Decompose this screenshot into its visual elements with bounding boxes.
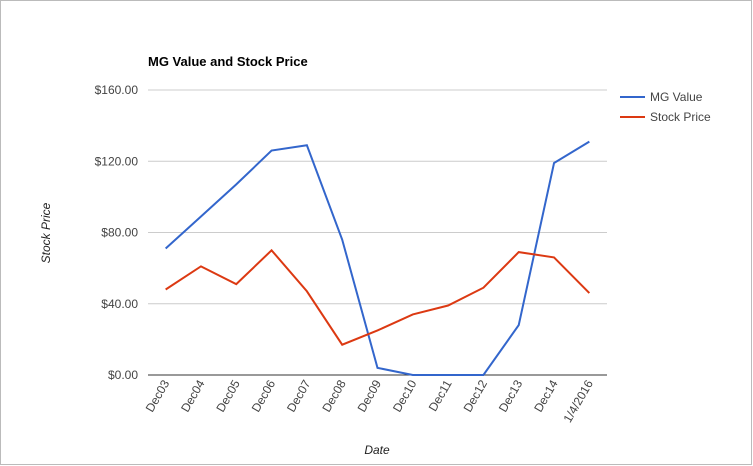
chart-title: MG Value and Stock Price: [148, 54, 308, 69]
series-line: [164, 140, 590, 376]
y-tick-label: $0.00: [108, 368, 138, 382]
y-tick-label: $160.00: [95, 83, 139, 97]
y-tick-label: $80.00: [101, 226, 138, 240]
y-tick-label: $40.00: [101, 297, 138, 311]
y-axis-title: Stock Price: [39, 202, 53, 263]
y-tick-label: $120.00: [95, 154, 139, 168]
legend-label: Stock Price: [650, 110, 711, 124]
legend-label: MG Value: [650, 90, 703, 104]
x-axis-title: Date: [364, 443, 390, 457]
series-line: [165, 248, 591, 346]
